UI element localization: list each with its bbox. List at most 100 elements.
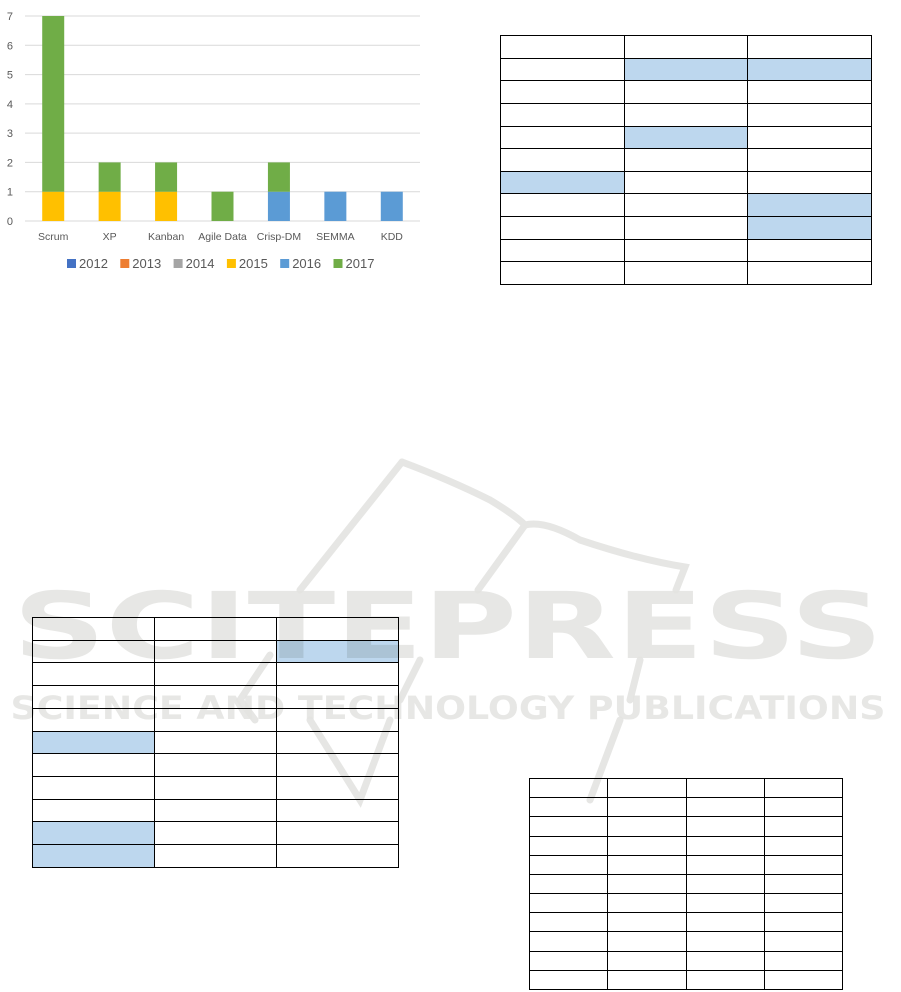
table-cell <box>500 238 625 263</box>
table-cell <box>500 80 625 104</box>
table-cell <box>528 969 609 991</box>
table-cell <box>32 639 155 664</box>
table-cell <box>607 835 687 856</box>
legend-label: 2012 <box>79 256 108 271</box>
table-cell <box>276 776 399 800</box>
table-cell <box>747 261 872 285</box>
table-cell <box>500 35 625 59</box>
table-cell <box>763 797 844 818</box>
highlighted-cell <box>747 193 872 217</box>
legend-label: 2016 <box>292 256 321 271</box>
table-cell <box>154 707 277 732</box>
table-cell <box>528 931 609 952</box>
table-cell <box>623 102 749 127</box>
x-axis-ticks: Scrum XP Kanban Agile Data Crisp-DM SEMMA KDD <box>38 231 403 243</box>
table-row <box>500 57 872 82</box>
table-cell <box>154 753 277 778</box>
table-row <box>528 931 844 952</box>
legend-label: 2014 <box>186 256 215 271</box>
table-cell <box>500 102 625 127</box>
table-row <box>500 35 872 59</box>
table-cell <box>763 893 844 914</box>
table-cell <box>276 662 399 687</box>
table-cell <box>685 816 765 837</box>
table-cell <box>500 125 625 150</box>
y-tick-label: 5 <box>7 70 13 82</box>
table-cell <box>607 816 687 837</box>
table-cell <box>500 57 625 82</box>
table-cell <box>32 776 155 800</box>
table-row <box>500 193 872 217</box>
table-cell <box>607 777 687 799</box>
legend: 2012 2013 2014 2015 2016 2017 <box>67 256 374 271</box>
table-row <box>32 821 399 846</box>
y-tick-label: 7 <box>7 11 13 23</box>
table-row <box>528 893 844 914</box>
table-cell <box>154 662 277 687</box>
table-cell <box>623 148 749 172</box>
table-cell <box>154 730 277 755</box>
stacked-bar-chart: 0 1 2 3 4 5 6 7 Scrum XP Kanban Agile Data Crisp-DM… <box>7 11 420 271</box>
table-cell <box>528 835 609 856</box>
table-cell <box>607 931 687 952</box>
bar-kanban-2017 <box>155 162 178 192</box>
table-row <box>500 148 872 172</box>
table-cell <box>685 873 765 895</box>
table-cell <box>685 854 765 875</box>
table-cell <box>763 912 844 933</box>
table-cell <box>154 639 277 664</box>
table-cell <box>276 617 399 641</box>
table-cell <box>763 835 844 856</box>
table-cell <box>685 835 765 856</box>
table-cell <box>763 816 844 837</box>
table-cell <box>763 777 844 799</box>
table-1 <box>500 35 872 285</box>
table-cell <box>747 170 872 195</box>
table-cell <box>154 821 277 846</box>
table-row <box>528 777 844 799</box>
table-row <box>528 873 844 895</box>
y-tick-label: 1 <box>7 187 13 199</box>
table-3 <box>528 777 844 991</box>
legend-swatch-2014 <box>173 259 183 268</box>
table-cell <box>528 912 609 933</box>
table-cell <box>528 854 609 875</box>
table-cell <box>623 170 749 195</box>
table-cell <box>763 950 844 971</box>
table-cell <box>154 844 277 868</box>
highlighted-cell <box>276 639 399 664</box>
table-cell <box>154 617 277 641</box>
legend-label: 2015 <box>239 256 268 271</box>
table-row <box>32 753 399 778</box>
table-cell <box>528 873 609 895</box>
table-cell <box>500 261 625 285</box>
table-row <box>32 662 399 687</box>
table-cell <box>500 148 625 172</box>
highlighted-cell <box>32 844 155 868</box>
table-cell <box>528 777 609 799</box>
bar-xp-2015 <box>98 191 121 221</box>
y-tick-label: 3 <box>7 128 13 140</box>
x-tick-label: Kanban <box>148 231 184 243</box>
highlighted-cell <box>32 821 155 846</box>
table-cell <box>276 707 399 732</box>
table-row <box>500 125 872 150</box>
highlighted-cell <box>32 730 155 755</box>
y-axis-ticks: 0 1 2 3 4 5 6 7 <box>7 11 13 228</box>
x-tick-label: Agile Data <box>198 231 247 243</box>
table-cell <box>685 950 765 971</box>
table-cell <box>623 193 749 217</box>
bar-crisp-dm-2016 <box>267 191 290 221</box>
table-row <box>528 797 844 818</box>
table-row <box>528 816 844 837</box>
table-cell <box>685 969 765 991</box>
highlighted-cell <box>747 57 872 82</box>
table-row <box>32 617 399 641</box>
table-cell <box>528 816 609 837</box>
legend-swatch-2012 <box>67 259 76 268</box>
table-cell <box>685 931 765 952</box>
table-cell <box>747 125 872 150</box>
legend-swatch-2015 <box>226 259 236 268</box>
table-row <box>528 969 844 991</box>
legend-label: 2013 <box>132 256 161 271</box>
